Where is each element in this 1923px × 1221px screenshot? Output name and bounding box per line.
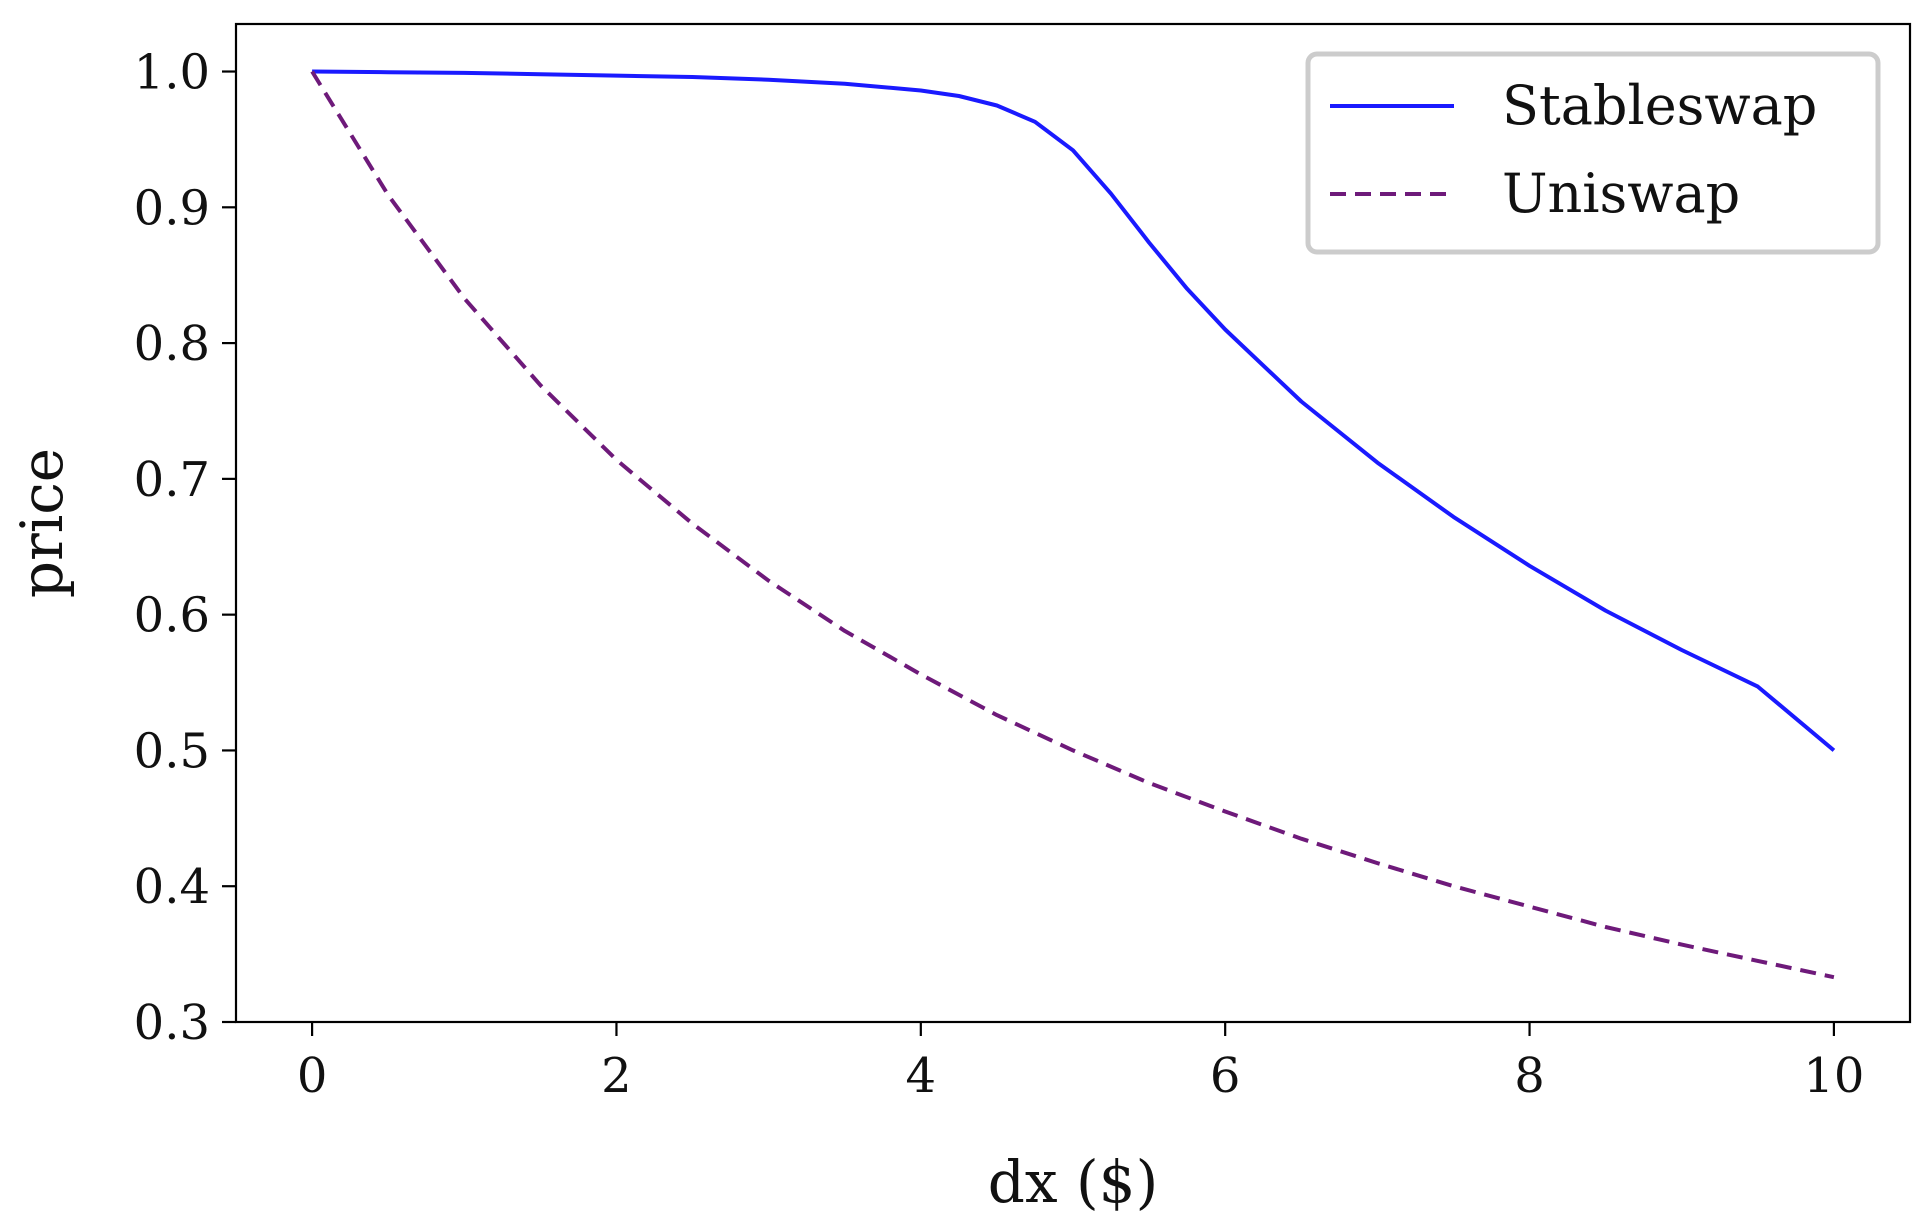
- y-tick-label: 0.4: [134, 859, 210, 915]
- y-tick-label: 0.5: [134, 723, 210, 779]
- y-tick-label: 0.7: [134, 452, 210, 508]
- y-axis-label: price: [8, 448, 76, 598]
- legend-box: [1305, 51, 1881, 255]
- legend-label-stableswap: Stableswap: [1502, 74, 1817, 137]
- legend: Stableswap Uniswap: [1305, 51, 1881, 255]
- y-tick-label: 0.8: [134, 316, 210, 372]
- y-tick-label: 1.0: [134, 45, 210, 101]
- x-tick-label: 6: [1210, 1048, 1241, 1104]
- x-axis-label: dx ($): [988, 1148, 1158, 1216]
- y-tick-label: 0.3: [134, 995, 210, 1051]
- x-tick-label: 0: [297, 1048, 328, 1104]
- plot-area: [310, 69, 1836, 980]
- y-tick-label: 0.9: [134, 180, 210, 236]
- legend-label-uniswap: Uniswap: [1502, 162, 1740, 225]
- x-tick-label: 4: [906, 1048, 937, 1104]
- x-axis: 0 2 4 6 8 10: [297, 1022, 1864, 1104]
- x-tick-label: 2: [601, 1048, 632, 1104]
- axes-frame: [234, 22, 1912, 1024]
- series-line-stableswap: [312, 69, 1836, 752]
- x-tick-label: 8: [1514, 1048, 1545, 1104]
- x-tick-label: 10: [1803, 1048, 1864, 1104]
- y-tick-label: 0.6: [134, 588, 210, 644]
- y-axis: 0.3 0.4 0.5 0.6 0.7 0.8 0.9 1.0: [134, 45, 236, 1051]
- series-line-uniswap: [310, 70, 1835, 980]
